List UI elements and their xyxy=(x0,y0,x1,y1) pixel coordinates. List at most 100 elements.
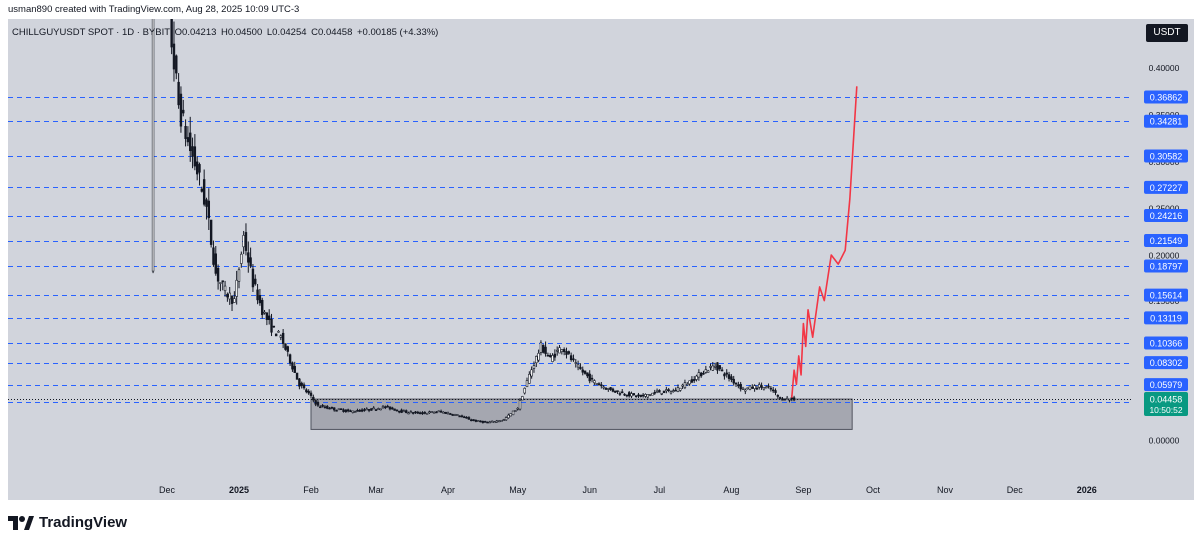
candle-body xyxy=(618,393,622,395)
candle-body xyxy=(699,372,703,377)
candle-body xyxy=(751,386,754,389)
candle-body xyxy=(463,416,466,419)
level-label-bg xyxy=(1144,149,1188,163)
candle-body xyxy=(349,410,352,412)
currency-badge[interactable]: USDT xyxy=(1146,24,1188,42)
candle-body xyxy=(344,409,348,412)
candle-body xyxy=(189,132,192,152)
candle-body xyxy=(734,382,738,385)
candle-body xyxy=(546,354,550,357)
candle-body xyxy=(460,415,464,418)
candle-body xyxy=(672,390,675,392)
candle-body xyxy=(295,372,299,380)
candle-body xyxy=(632,393,636,396)
candle-body xyxy=(365,408,368,411)
level-label-bg xyxy=(1144,311,1188,325)
candle-body xyxy=(483,421,487,423)
level-label-bg xyxy=(1144,209,1188,223)
candle-body xyxy=(730,376,733,380)
ohlc-open: O0.04213 xyxy=(174,27,217,38)
candle-body xyxy=(425,412,429,415)
candle-body xyxy=(212,247,215,265)
accumulation-zone xyxy=(310,398,853,430)
candle-body xyxy=(493,421,496,424)
candle-body xyxy=(486,421,489,424)
candle-body xyxy=(621,391,624,394)
candle-body xyxy=(581,369,584,373)
candle-body xyxy=(718,365,721,370)
candle-body xyxy=(414,411,417,414)
tradingview-brand: TradingView xyxy=(39,514,128,531)
candle-body xyxy=(337,408,341,411)
level-label-bg xyxy=(1144,90,1188,104)
x-axis-label: Nov xyxy=(937,485,954,495)
candle-body xyxy=(495,420,499,423)
candle-body xyxy=(449,413,452,415)
candle-body xyxy=(191,146,194,157)
candle-body xyxy=(456,414,459,416)
candle-body xyxy=(286,346,289,352)
candle-body xyxy=(170,19,173,48)
ohlc-high: H0.04500 xyxy=(221,27,263,38)
candle-body xyxy=(316,402,320,406)
x-axis-label: 2025 xyxy=(229,485,249,495)
candle-body xyxy=(774,390,777,393)
candle-body xyxy=(665,389,668,392)
level-label-bg xyxy=(1144,356,1188,370)
x-axis-label: Apr xyxy=(441,485,455,495)
candle-body xyxy=(358,410,361,412)
level-label-bg xyxy=(1144,114,1188,128)
candle-body xyxy=(560,349,564,353)
candle-body xyxy=(771,389,775,392)
level-label: 0.15614 xyxy=(1150,291,1183,301)
candle-body xyxy=(386,405,389,408)
candle-body xyxy=(558,347,561,354)
x-axis-label: May xyxy=(509,485,527,495)
candle-body xyxy=(660,392,663,395)
candle-body xyxy=(249,257,252,267)
candle-body xyxy=(639,394,643,397)
candle-body xyxy=(551,355,554,362)
candle-body xyxy=(600,384,603,387)
candle-body xyxy=(490,420,494,423)
candle-body xyxy=(172,43,176,70)
candle-body xyxy=(716,362,719,371)
candle-body xyxy=(669,391,673,394)
candle-body xyxy=(298,378,301,387)
candle-body xyxy=(228,292,231,300)
candle-body xyxy=(356,410,359,412)
candle-body xyxy=(402,410,406,413)
price-chart[interactable]: 0.400000.350000.300000.250000.200000.150… xyxy=(8,19,1194,500)
level-label-bg xyxy=(1144,288,1188,302)
candle-body xyxy=(472,419,475,421)
candle-body xyxy=(704,369,708,373)
candle-body xyxy=(544,346,547,355)
ohlc-close: C0.04458 xyxy=(311,27,353,38)
candle-body xyxy=(634,395,638,398)
candle-body xyxy=(586,372,589,377)
ohlc-change: +0.00185 (+4.33%) xyxy=(357,27,439,38)
candle-body xyxy=(539,342,543,353)
candle-body xyxy=(528,373,531,384)
candle-body xyxy=(205,199,208,207)
candle-body xyxy=(614,390,617,393)
candle-body xyxy=(576,364,580,368)
candle-body xyxy=(330,406,334,409)
candle-body xyxy=(572,358,575,361)
candle-body xyxy=(430,411,433,413)
symbol-name[interactable]: CHILLGUYUSDT SPOT · 1D · BYBIT xyxy=(12,27,171,38)
candle-body xyxy=(305,389,308,393)
candle-body xyxy=(279,335,283,338)
candle-body xyxy=(328,407,331,410)
candle-body xyxy=(300,382,303,386)
candle-body xyxy=(184,125,187,139)
candle-body xyxy=(418,412,422,415)
candle-body xyxy=(616,390,619,392)
candle-body xyxy=(247,252,250,263)
candle-body xyxy=(384,406,387,409)
candle-body xyxy=(627,392,631,397)
chart-area[interactable]: 0.400000.350000.300000.250000.200000.150… xyxy=(8,19,1194,500)
candle-body xyxy=(291,362,294,370)
candle-body xyxy=(706,370,710,373)
tradingview-logo[interactable]: TradingView xyxy=(8,514,127,531)
